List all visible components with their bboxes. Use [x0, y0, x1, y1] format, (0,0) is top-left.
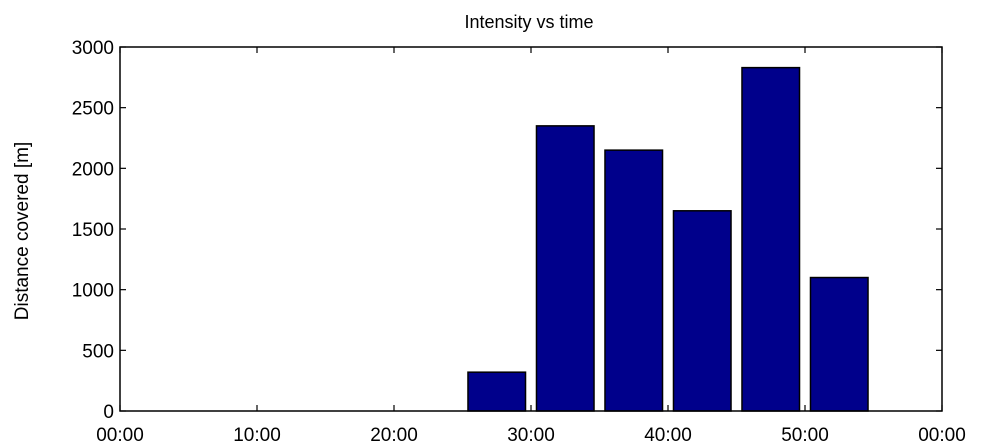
y-tick-label: 1500 — [72, 220, 114, 241]
bar-2 — [535, 125, 595, 412]
y-tick-label: 2000 — [72, 159, 114, 180]
x-tick-label: 00:00 — [96, 425, 144, 446]
plot-frame — [119, 46, 943, 412]
y-tick-label: 2500 — [72, 99, 114, 120]
bar-1 — [467, 371, 527, 412]
x-tick-label: 10:00 — [233, 425, 281, 446]
x-tick-label: 50:00 — [781, 425, 829, 446]
x-tick-label: 20:00 — [370, 425, 418, 446]
bar-5 — [741, 66, 801, 412]
y-axis-label: Distance covered [m] — [12, 142, 33, 320]
bars-layer — [467, 66, 869, 412]
y-tick-label: 3000 — [72, 38, 114, 59]
bar-3 — [604, 149, 664, 412]
bar-6 — [809, 276, 869, 412]
tick-labels-layer: 00:00 10:00 20:00 30:00 40:00 50:00 00:0005001… — [72, 38, 966, 446]
y-tick-label: 1000 — [72, 281, 114, 302]
y-tick-label: 500 — [82, 341, 114, 362]
chart-title: Intensity vs time — [464, 12, 593, 32]
x-tick-label: 40:00 — [644, 425, 692, 446]
x-tick-label: 30:00 — [507, 425, 555, 446]
x-tick-label: 00:00 — [918, 425, 966, 446]
bar-4 — [672, 210, 732, 412]
y-tick-label: 0 — [103, 402, 114, 423]
